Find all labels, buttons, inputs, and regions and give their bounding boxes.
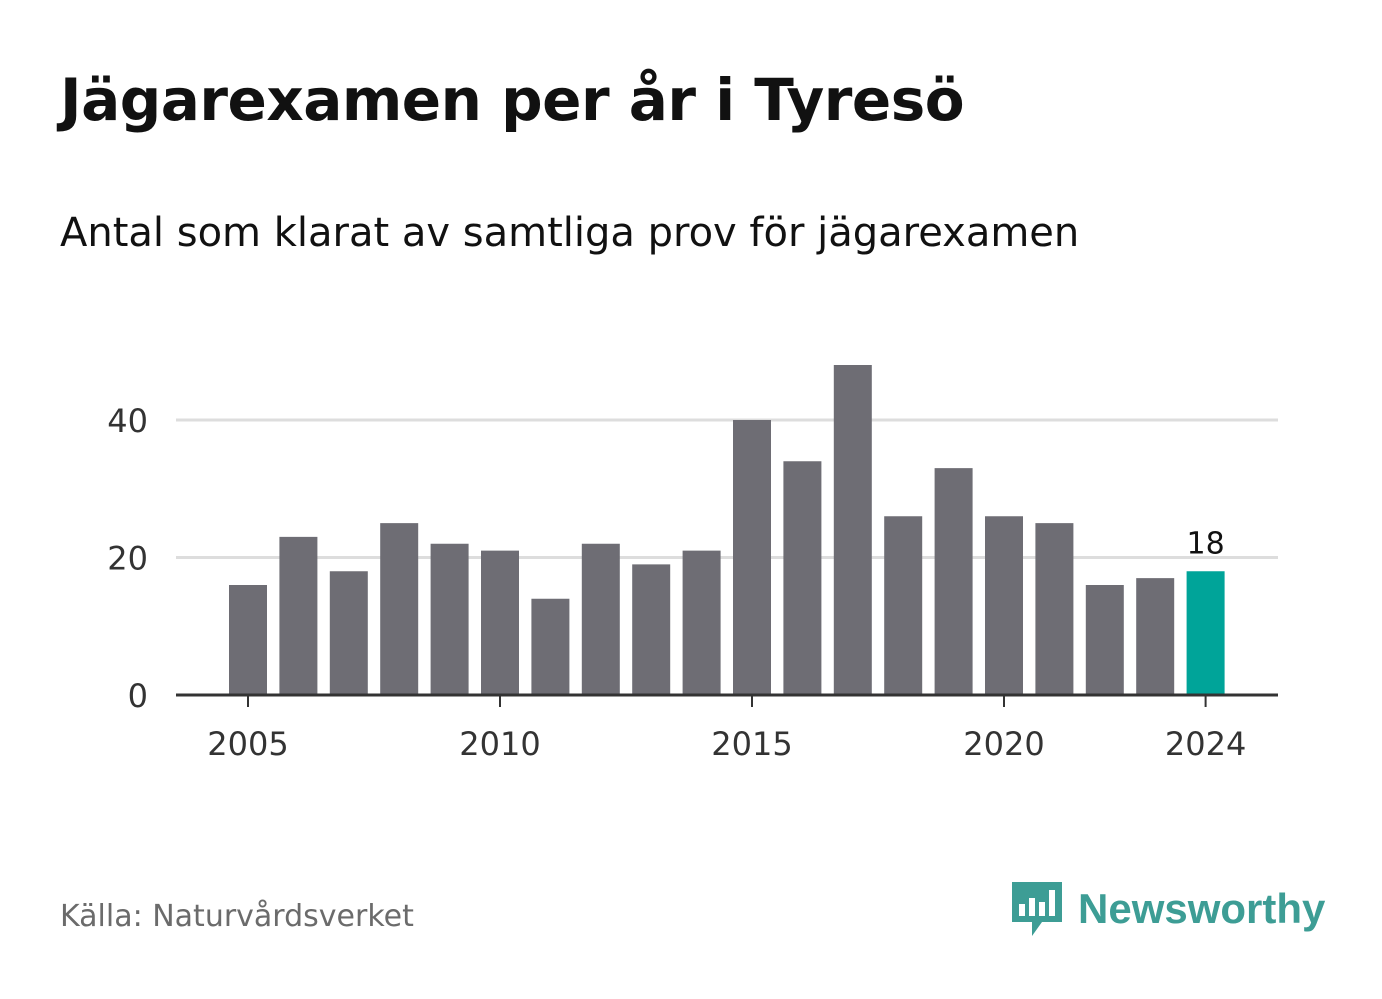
bar-chart: 0 20 40 2005 2010 2015 2020 2024 18 bbox=[107, 365, 1278, 763]
data-label-2024: 18 bbox=[1187, 526, 1225, 561]
x-tick-label: 2020 bbox=[963, 725, 1044, 763]
bar-2016 bbox=[783, 461, 822, 695]
bar-2010 bbox=[481, 550, 519, 695]
bar-2014 bbox=[682, 550, 721, 695]
bar-2019 bbox=[934, 468, 973, 695]
chart-title: Jägarexamen per år i Tyresö bbox=[60, 66, 965, 134]
y-tick-label: 0 bbox=[128, 677, 148, 715]
bar-2009 bbox=[430, 543, 469, 695]
bar-2006 bbox=[279, 536, 318, 695]
bar-2024 bbox=[1186, 571, 1225, 695]
bar-2008 bbox=[380, 523, 419, 695]
bar-2023 bbox=[1136, 578, 1175, 695]
bar-2015 bbox=[733, 420, 771, 695]
x-tick-label: 2015 bbox=[711, 725, 792, 763]
bar-2017 bbox=[833, 365, 872, 695]
bar-2005 bbox=[229, 585, 267, 695]
bar-2022 bbox=[1085, 585, 1124, 695]
bar-2021 bbox=[1035, 523, 1074, 695]
bar-2020 bbox=[985, 516, 1023, 695]
bar-2011 bbox=[531, 598, 570, 695]
bar-2018 bbox=[884, 516, 923, 695]
chart-subtitle: Antal som klarat av samtliga prov för jä… bbox=[60, 210, 1080, 256]
x-tick-label: 2005 bbox=[207, 725, 288, 763]
x-tick-label: 2024 bbox=[1165, 725, 1246, 763]
newsworthy-bar-chart-bubble-icon bbox=[1012, 882, 1062, 936]
y-tick-label: 40 bbox=[107, 402, 148, 440]
brand-name: Newsworthy bbox=[1078, 885, 1326, 932]
brand-logo[interactable]: Newsworthy bbox=[1010, 878, 1325, 940]
bar-2013 bbox=[632, 564, 671, 695]
bar-2012 bbox=[581, 543, 620, 695]
source-note: Källa: Naturvårdsverket bbox=[60, 899, 414, 934]
x-tick-label: 2010 bbox=[459, 725, 540, 763]
y-tick-label: 20 bbox=[107, 540, 148, 578]
bar-2007 bbox=[329, 571, 368, 695]
